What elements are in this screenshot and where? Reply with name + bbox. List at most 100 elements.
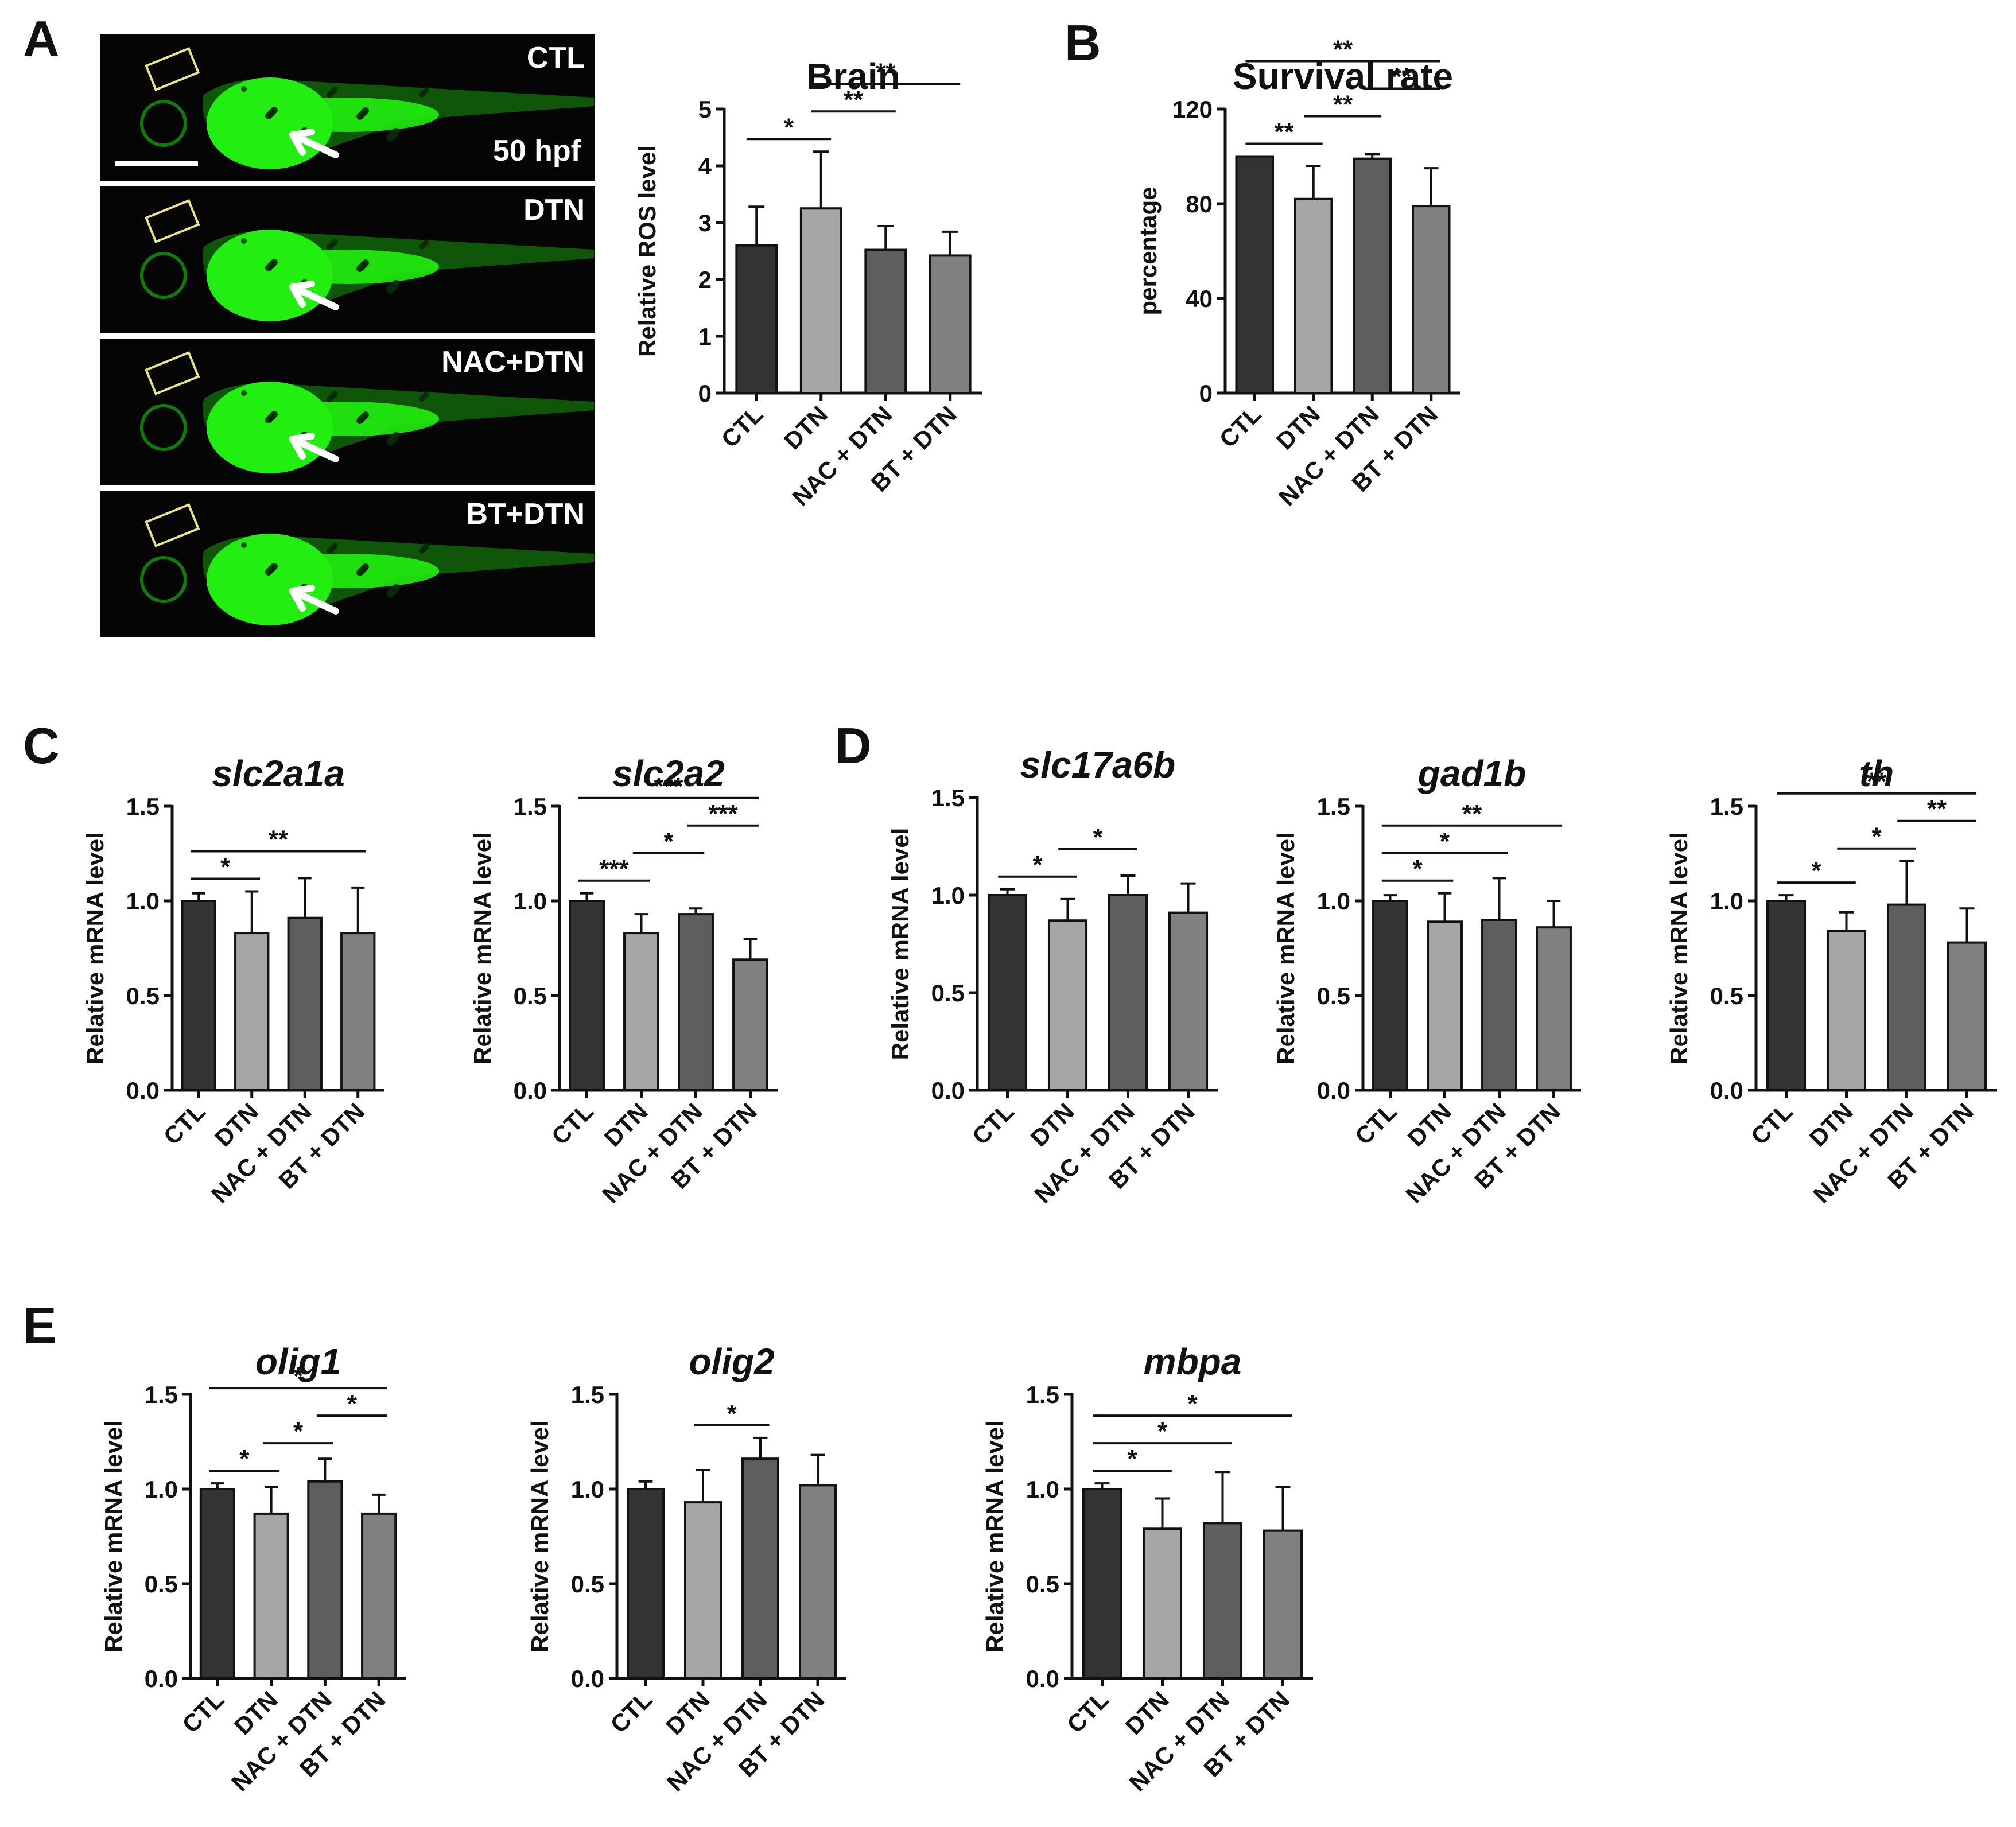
y-tick-label: 1.0 [1026, 1476, 1059, 1503]
fish-yolk-extension [255, 250, 439, 284]
y-tick-label: 5 [698, 96, 712, 123]
y-tick-label: 1.5 [1317, 793, 1350, 820]
x-tick-label: CTL [1350, 1098, 1402, 1150]
significance-label: ** [1927, 795, 1947, 823]
fish-eye [140, 556, 187, 603]
y-axis-label: Relative mRNA level [981, 1420, 1008, 1653]
arrow-icon [289, 281, 339, 310]
fish-yolk-extension [255, 98, 439, 132]
significance-label: ** [844, 85, 864, 114]
fish-image: CTL 50 hpf [100, 34, 595, 181]
significance-label: *** [599, 855, 629, 883]
image-condition-label: BT+DTN [466, 497, 585, 531]
y-axis-label: Relative mRNA level [100, 1420, 127, 1653]
brain-roi-box [145, 503, 200, 547]
significance-label: * [1187, 1390, 1198, 1418]
pigment-speck [241, 390, 247, 396]
y-tick-label: 4 [698, 153, 712, 180]
significance-label: * [347, 1390, 358, 1418]
bar [1427, 920, 1463, 1092]
significance-label: ** [1462, 800, 1482, 828]
chart-slc2a1a: slc2a1a Relative mRNA level 0.0 0.5 1.0 1.5 CT… [81, 753, 384, 1208]
pigment-speck [265, 417, 272, 423]
pigment-speck [241, 86, 247, 92]
x-tick-label: CTL [158, 1098, 211, 1150]
bar [684, 1501, 722, 1680]
y-axis-label: Relative mRNA level [1665, 832, 1692, 1064]
bar [234, 932, 270, 1091]
bar [1372, 900, 1408, 1091]
x-tick-label: CTL [546, 1098, 599, 1150]
bar [864, 248, 907, 394]
x-tick-label: CTL [716, 401, 768, 453]
y-tick-label: 80 [1186, 191, 1213, 217]
y-tick-label: 1.5 [571, 1381, 604, 1408]
pigment-speck [241, 542, 247, 548]
x-tick-label: CTL [1062, 1686, 1114, 1738]
bar [253, 1512, 289, 1680]
significance-label: ** [1274, 118, 1294, 146]
bar [1353, 157, 1392, 394]
x-tick-label: DTN [1271, 401, 1325, 454]
bar [735, 244, 778, 394]
pigment-speck [386, 438, 394, 446]
chart-title: Survival rate [1233, 56, 1453, 97]
pigment-speck [419, 92, 425, 98]
bar [1293, 197, 1333, 394]
significance-label: * [1811, 857, 1821, 885]
y-tick-label: 0.0 [571, 1665, 604, 1692]
pigment-speck [327, 549, 332, 554]
pigment-speck [327, 92, 332, 98]
bar [1108, 894, 1148, 1091]
chart-slc2a2: slc2a2 Relative mRNA level 0.0 0.5 1.0 1.5 CTL… [469, 753, 778, 1208]
bar [623, 932, 659, 1091]
y-axis-label: Relative mRNA level [1272, 832, 1299, 1064]
x-tick-label: DTN [1026, 1098, 1079, 1152]
y-tick-label: 0.5 [571, 1571, 604, 1597]
fish-eye [140, 252, 187, 299]
fish-image: DTN [100, 186, 595, 333]
y-tick-label: 1.5 [1710, 793, 1743, 820]
significance-label: *** [654, 772, 683, 800]
panel-label-a: A [23, 10, 60, 67]
y-tick-label: 1.5 [126, 793, 160, 820]
chart-title: olig1 [255, 1341, 341, 1382]
y-tick-label: 1.5 [145, 1381, 178, 1408]
significance-label: * [1871, 823, 1882, 851]
y-tick-label: 3 [698, 209, 712, 236]
bar [1235, 155, 1275, 394]
bar [307, 1480, 343, 1680]
y-tick-label: 1.0 [145, 1476, 178, 1503]
bar [1142, 1527, 1183, 1680]
y-tick-label: 1.5 [514, 793, 547, 820]
y-tick-label: 1.0 [571, 1476, 604, 1503]
bar [1947, 941, 1987, 1091]
significance-label: * [293, 1417, 304, 1445]
bar [1536, 926, 1572, 1091]
brain-roi-box [145, 199, 200, 243]
image-condition-label: NAC+DTN [441, 345, 585, 379]
y-tick-label: 0.0 [1317, 1077, 1350, 1104]
arrow-icon [289, 129, 339, 158]
y-axis-label: Relative mRNA level [887, 828, 914, 1060]
arrow-icon [289, 433, 339, 462]
pigment-speck [419, 244, 425, 250]
bar [1481, 919, 1517, 1091]
arrow-icon [289, 585, 339, 615]
bar [361, 1512, 397, 1680]
significance-label: * [1412, 855, 1423, 883]
significance-label: * [784, 113, 794, 141]
bar [340, 932, 376, 1091]
bar [1047, 919, 1088, 1091]
fluorescence-image-stack: CTL 50 hpf DTN NAC+DTN BT+DTN [100, 34, 595, 637]
image-condition-label: DTN [523, 193, 585, 227]
pigment-speck [356, 113, 363, 120]
significance-label: * [727, 1400, 737, 1428]
pigment-speck [386, 134, 394, 142]
significance-label: * [663, 827, 674, 856]
pigment-speck [327, 397, 332, 402]
pigment-speck [356, 265, 363, 272]
